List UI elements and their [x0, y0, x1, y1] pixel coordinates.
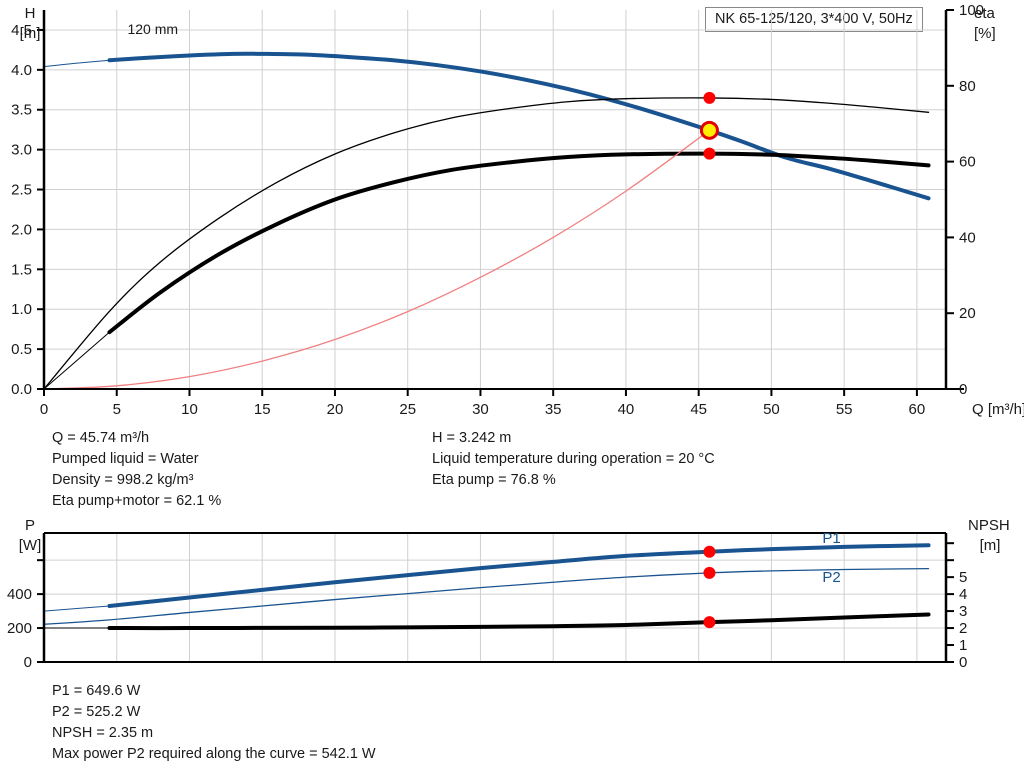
svg-text:eta: eta [974, 5, 996, 22]
svg-text:2: 2 [959, 620, 967, 637]
svg-text:Q [m³/h]: Q [m³/h] [972, 401, 1024, 418]
svg-text:55: 55 [836, 401, 853, 418]
svg-text:45: 45 [690, 401, 707, 418]
svg-text:4.0: 4.0 [11, 62, 32, 79]
svg-text:40: 40 [959, 229, 976, 246]
svg-text:[W]: [W] [19, 537, 42, 554]
svg-text:40: 40 [618, 401, 635, 418]
info-eta-pump: Eta pump = 76.8 % [432, 472, 556, 488]
svg-text:3: 3 [959, 603, 967, 620]
svg-text:5: 5 [959, 569, 967, 586]
svg-text:100: 100 [959, 2, 984, 19]
svg-text:120 mm: 120 mm [127, 21, 178, 37]
info-p2: P2 = 525.2 W [52, 704, 141, 720]
svg-text:P2: P2 [822, 569, 840, 586]
svg-text:50: 50 [763, 401, 780, 418]
info-bottom-block: P1 = 649.6 W P2 = 525.2 W NPSH = 2.35 m … [52, 681, 376, 765]
info-p1: P1 = 649.6 W [52, 683, 141, 699]
svg-text:30: 30 [472, 401, 489, 418]
svg-text:0: 0 [959, 381, 967, 398]
svg-text:400: 400 [7, 586, 32, 603]
svg-text:0.5: 0.5 [11, 341, 32, 358]
svg-text:2.5: 2.5 [11, 182, 32, 199]
head-efficiency-chart: 0.0 0.5 1.0 1.5 2.0 2.5 3.0 3.5 4.0 4.5 0 20 40 60 80 1… [11, 2, 1024, 418]
svg-text:20: 20 [959, 305, 976, 322]
svg-text:H: H [25, 5, 36, 22]
svg-text:0.0: 0.0 [11, 381, 32, 398]
svg-text:15: 15 [254, 401, 271, 418]
info-max-power: Max power P2 required along the curve = … [52, 746, 376, 762]
svg-text:[m]: [m] [20, 25, 41, 42]
svg-text:3.0: 3.0 [11, 142, 32, 159]
svg-text:P1: P1 [822, 530, 840, 547]
info-npsh: NPSH = 2.35 m [52, 725, 154, 741]
svg-text:1.0: 1.0 [11, 301, 32, 318]
svg-text:80: 80 [959, 78, 976, 95]
svg-text:0: 0 [40, 401, 48, 418]
svg-text:4.5: 4.5 [11, 22, 32, 39]
info-top-right-column: H = 3.242 m Liquid temperature during op… [432, 428, 715, 491]
svg-text:25: 25 [399, 401, 416, 418]
info-density: Density = 998.2 kg/m³ [52, 472, 194, 488]
svg-text:0: 0 [959, 654, 967, 671]
svg-text:[m]: [m] [980, 537, 1001, 554]
info-h: H = 3.242 m [432, 430, 512, 446]
svg-text:4: 4 [959, 586, 967, 603]
pump-model-title: NK 65-125/120, 3*400 V, 50Hz [705, 7, 923, 32]
svg-text:2.0: 2.0 [11, 221, 32, 238]
svg-text:60: 60 [959, 154, 976, 171]
info-eta-pump-motor: Eta pump+motor = 62.1 % [52, 493, 222, 509]
info-temp: Liquid temperature during operation = 20… [432, 451, 715, 467]
svg-text:[%]: [%] [974, 25, 996, 42]
svg-text:35: 35 [545, 401, 562, 418]
svg-text:20: 20 [327, 401, 344, 418]
svg-text:3.5: 3.5 [11, 102, 32, 119]
svg-text:10: 10 [181, 401, 198, 418]
svg-text:1.5: 1.5 [11, 261, 32, 278]
svg-text:60: 60 [909, 401, 926, 418]
svg-text:0: 0 [24, 654, 32, 671]
info-liquid: Pumped liquid = Water [52, 451, 199, 467]
svg-text:5: 5 [113, 401, 121, 418]
svg-text:NPSH: NPSH [968, 517, 1010, 534]
info-top-left-column: Q = 45.74 m³/h Pumped liquid = Water Den… [52, 428, 221, 512]
svg-text:1: 1 [959, 637, 967, 654]
svg-text:P: P [25, 517, 35, 534]
svg-text:200: 200 [7, 620, 32, 637]
info-q: Q = 45.74 m³/h [52, 430, 150, 446]
